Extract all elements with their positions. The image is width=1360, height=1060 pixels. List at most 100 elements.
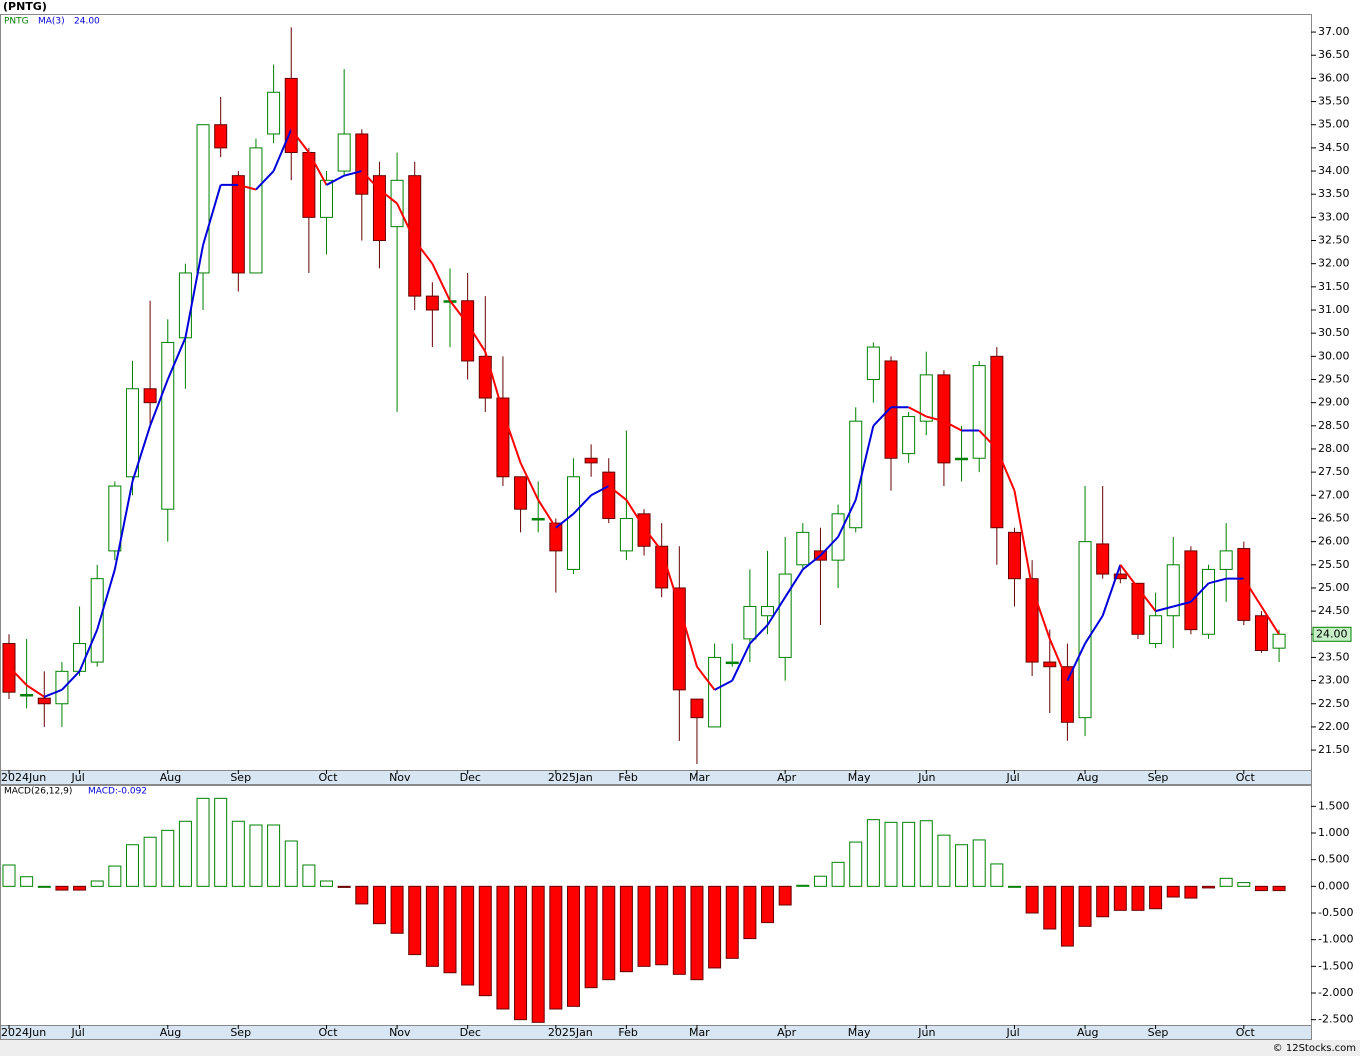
x-tick-label: Sep <box>230 771 251 784</box>
macd-bar <box>1149 885 1163 910</box>
copyright: © 12Stocks.com <box>1273 1043 1356 1054</box>
candle-body <box>231 175 245 274</box>
ma-segment <box>749 624 769 645</box>
candle-body <box>267 91 281 135</box>
ma-segment <box>149 379 169 427</box>
candle-body <box>196 124 210 274</box>
y-tick-label: 36.00 <box>1318 71 1350 84</box>
macd-bar <box>602 885 616 981</box>
ma-segment <box>555 513 575 529</box>
candle-body <box>1219 550 1233 570</box>
ma-segment <box>784 568 804 598</box>
candle-body <box>425 295 439 311</box>
ma-segment <box>608 485 628 501</box>
last-price-box <box>1312 626 1352 642</box>
ma-segment <box>449 300 469 325</box>
ma-segment <box>1208 577 1227 585</box>
candle-body <box>55 670 69 705</box>
candle-body <box>1007 531 1021 580</box>
candle-body <box>320 179 334 218</box>
x-tick-label: 2025Jan <box>548 1026 593 1039</box>
ma-segment <box>837 499 857 538</box>
x-tick-label: Oct <box>319 1026 339 1039</box>
x-tick-label: Nov <box>389 771 411 784</box>
date-strip <box>0 770 1312 785</box>
y-tick-label: 28.00 <box>1318 442 1350 455</box>
candle-body <box>849 420 863 529</box>
ma-segment <box>1101 564 1122 617</box>
candle-body <box>919 374 933 422</box>
macd-bar <box>337 885 351 888</box>
macd-bar <box>1237 882 1251 887</box>
ma-segment <box>202 184 222 246</box>
candle-body <box>1202 568 1216 635</box>
candle-body <box>1254 615 1268 651</box>
candle-body <box>20 693 34 697</box>
ma-segment <box>537 499 557 529</box>
ma-segment <box>1013 490 1034 589</box>
macd-bar <box>778 885 792 906</box>
ma-segment <box>714 679 733 691</box>
macd-bar <box>990 863 1004 887</box>
candle-body <box>637 513 651 547</box>
ma-segment <box>1155 605 1174 613</box>
ma-segment <box>643 527 663 552</box>
macd-bar <box>1025 885 1039 914</box>
macd-bar <box>690 885 704 981</box>
candle-body <box>73 643 87 672</box>
ma-segment <box>908 406 927 418</box>
candle-body <box>1131 582 1145 635</box>
macd-bar <box>55 885 69 891</box>
candle-body <box>214 124 228 149</box>
macd-label: MACD(26,12,9) <box>4 787 72 797</box>
ma-segment <box>978 429 998 450</box>
macd-bar <box>1219 877 1233 887</box>
candle-body <box>884 360 898 459</box>
candle-body <box>955 457 969 461</box>
ma-segment <box>1084 615 1104 645</box>
y-tick-label: -1.500 <box>1318 959 1353 972</box>
x-tick-label: Sep <box>1148 1026 1169 1039</box>
x-tick-label: Aug <box>160 771 181 784</box>
ma-segment <box>484 351 504 413</box>
macd-bar <box>1254 885 1268 892</box>
y-tick-label: -2.500 <box>1318 1013 1353 1026</box>
macd-bar <box>161 829 175 887</box>
macd-bar <box>178 820 192 887</box>
candle-body <box>796 531 810 566</box>
macd-bar <box>372 885 386 925</box>
y-tick-label: 29.50 <box>1318 372 1350 385</box>
macd-bar <box>37 885 51 888</box>
ma-segment <box>326 174 345 186</box>
macd-bar <box>73 885 87 891</box>
macd-bar <box>955 844 969 887</box>
y-tick-label: 35.50 <box>1318 95 1350 108</box>
x-tick-label: Dec <box>460 1026 481 1039</box>
y-tick-label: 27.50 <box>1318 465 1350 478</box>
y-tick-label: 29.00 <box>1318 396 1350 409</box>
macd-bar <box>390 885 404 934</box>
macd-bar <box>1007 885 1021 888</box>
ma-segment <box>943 420 963 432</box>
y-tick-label: 32.00 <box>1318 257 1350 270</box>
y-tick-label: 21.50 <box>1318 743 1350 756</box>
x-tick-label: Aug <box>1077 771 1098 784</box>
macd-bar <box>655 885 669 966</box>
y-tick-label: 26.00 <box>1318 535 1350 548</box>
macd-bar <box>902 821 916 887</box>
macd-bar <box>425 885 439 967</box>
candle-body <box>902 416 916 455</box>
candle-body <box>743 605 757 640</box>
x-tick-label: Apr <box>777 771 797 784</box>
ma-segment <box>166 337 187 380</box>
y-tick-label: 0.000 <box>1318 879 1350 892</box>
ma-segment <box>854 425 875 501</box>
macd-bar <box>831 861 845 887</box>
ma-segment <box>290 128 310 154</box>
y-tick-label: 23.50 <box>1318 650 1350 663</box>
macd-bar <box>196 797 210 887</box>
candle-body <box>708 656 722 728</box>
ma-segment <box>1066 643 1086 682</box>
ma-segment <box>343 170 363 177</box>
